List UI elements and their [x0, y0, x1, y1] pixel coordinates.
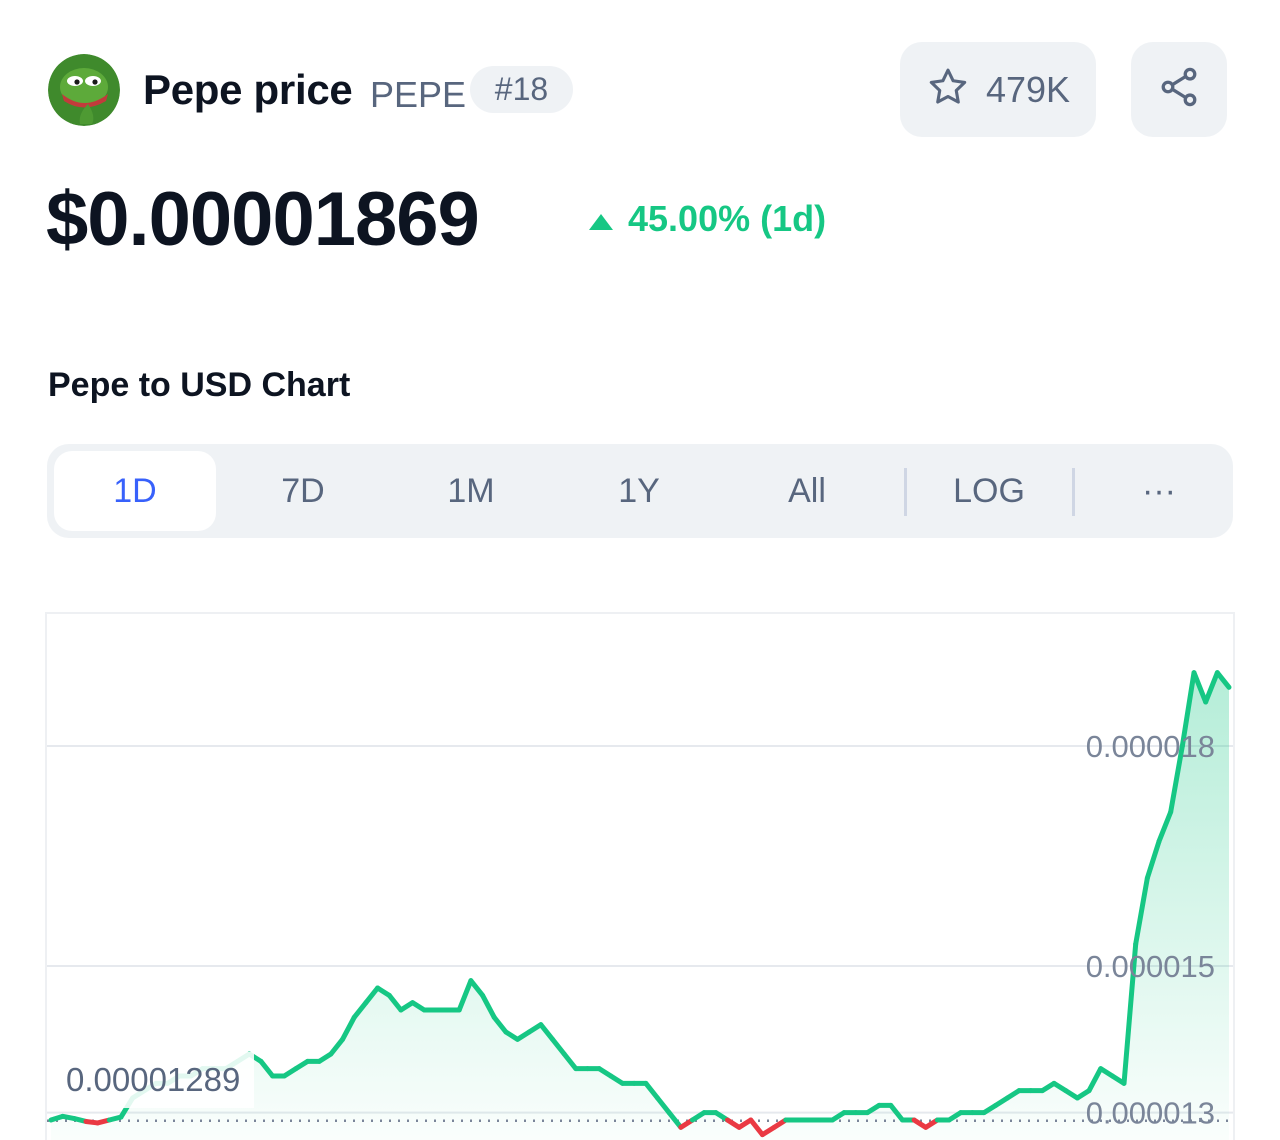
price-line-segment — [1203, 670, 1220, 705]
price-line-segment — [666, 1110, 684, 1130]
price-line-segment — [328, 1036, 346, 1057]
tab-1m[interactable]: 1M — [447, 471, 495, 510]
price-line-segment — [258, 1058, 276, 1079]
price-change: 45.00% (1d) — [588, 198, 826, 240]
price-line-segment — [550, 1036, 567, 1057]
price-line-segment — [748, 1117, 765, 1138]
price-line-segment — [340, 1014, 357, 1042]
y-tick-label: 0.000018 — [1086, 729, 1215, 764]
price-line-segment — [1086, 1066, 1104, 1094]
price-line-segment — [480, 992, 497, 1020]
price-line-segment — [888, 1102, 905, 1123]
current-price: $0.00001869 — [46, 177, 480, 262]
divider — [1072, 468, 1075, 516]
price-line-segment — [456, 978, 474, 1013]
rank-badge: #18 — [470, 66, 573, 113]
coin-symbol: PEPE — [370, 74, 467, 115]
watchlist-button[interactable]: 479K — [900, 42, 1096, 137]
price-line-segment — [386, 992, 404, 1013]
price-line-segment — [643, 1080, 660, 1101]
tab-1y[interactable]: 1Y — [618, 471, 660, 510]
y-tick-label: 0.000015 — [1086, 949, 1215, 984]
log-toggle[interactable]: LOG — [953, 471, 1025, 510]
tab-7d[interactable]: 7D — [281, 471, 325, 510]
share-icon — [1157, 65, 1201, 114]
star-icon — [926, 65, 970, 114]
chart-title: Pepe to USD Chart — [48, 366, 351, 404]
watchlist-count: 479K — [985, 68, 1071, 110]
price-line-segment — [1121, 941, 1139, 1086]
price-line-segment — [351, 1000, 369, 1020]
price-line-segment — [561, 1051, 579, 1072]
more-options-button[interactable]: ··· — [1142, 471, 1176, 510]
price-change-value: 45.00% (1d) — [628, 198, 827, 239]
price-line-segment — [1168, 743, 1185, 815]
price-line-segment — [1144, 838, 1162, 881]
price-line-segment — [1156, 809, 1174, 844]
price-line-segment — [1214, 670, 1232, 690]
price-line-segment — [1191, 670, 1209, 705]
y-tick-label: 0.000013 — [1086, 1096, 1215, 1131]
price-line-segment — [1133, 875, 1150, 947]
share-button[interactable] — [1131, 42, 1227, 137]
chart-range-selector: 1D 7D 1M 1Y All LOG ··· — [47, 444, 1233, 538]
price-line-segment — [468, 978, 486, 998]
coin-name: Pepe price — [143, 66, 353, 113]
tab-1d[interactable]: 1D — [54, 451, 216, 531]
triangle-up-icon — [588, 198, 614, 240]
price-line-segment — [654, 1095, 672, 1116]
price-line-segment — [1179, 670, 1197, 749]
price-line-segment — [491, 1014, 509, 1035]
open-price-label: 0.00001289 — [52, 1052, 255, 1108]
tab-all[interactable]: All — [788, 471, 826, 510]
divider — [904, 468, 907, 516]
pepe-logo — [48, 54, 120, 126]
price-line-segment — [363, 985, 381, 1006]
price-line-segment — [538, 1022, 556, 1042]
